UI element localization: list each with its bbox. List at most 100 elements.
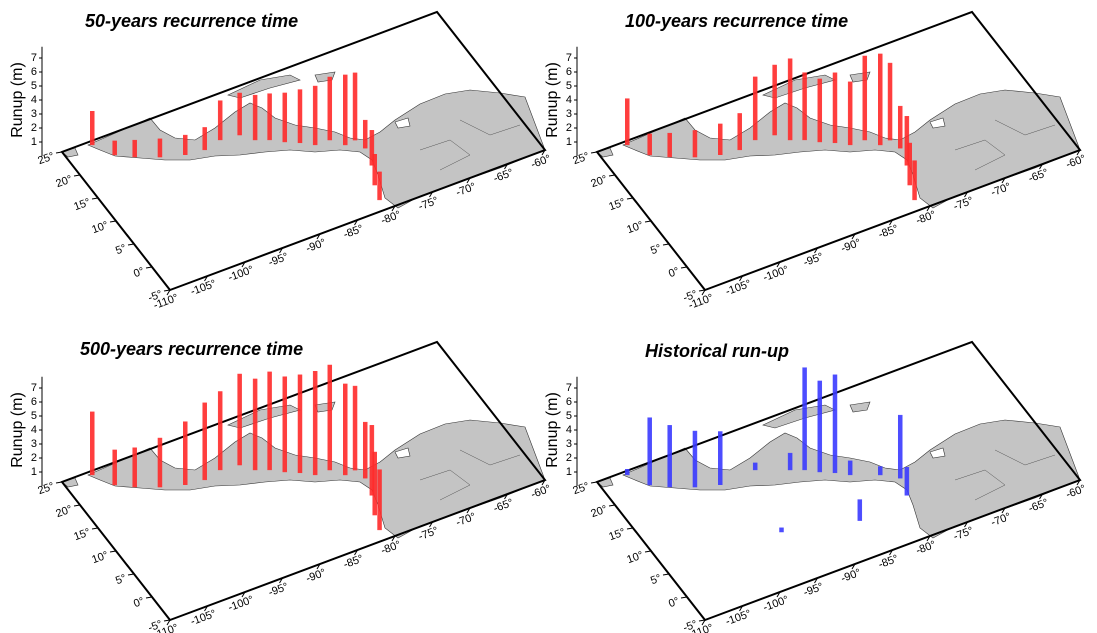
y-tick-label: -5° bbox=[682, 618, 699, 633]
y-tick-label: 25° bbox=[36, 480, 56, 497]
z-axis-label: Runup (m) bbox=[544, 62, 561, 138]
runup-bar bbox=[112, 140, 117, 156]
z-tick-label: 7 bbox=[31, 52, 37, 64]
runup-bar bbox=[752, 76, 758, 141]
runup-bar bbox=[202, 402, 207, 481]
z-tick-label: 1 bbox=[31, 136, 37, 148]
x-tick bbox=[429, 521, 433, 528]
y-tick bbox=[698, 289, 706, 292]
x-tick bbox=[1039, 163, 1043, 170]
x-tick bbox=[1076, 479, 1081, 486]
z-axis-label: Runup (m) bbox=[544, 392, 561, 468]
runup-bar bbox=[343, 383, 348, 476]
runup-bar bbox=[897, 105, 903, 149]
y-tick bbox=[662, 243, 670, 246]
x-tick-label: -110° bbox=[687, 622, 715, 633]
map-panel: -110°-105°-100°-95°-90°-85°-80°-75°-70°-… bbox=[9, 339, 552, 633]
runup-bar bbox=[647, 133, 652, 156]
y-tick bbox=[626, 527, 634, 530]
z-axis-label: Runup (m) bbox=[9, 392, 26, 468]
y-tick-label: 15° bbox=[72, 526, 92, 543]
z-tick-label: 6 bbox=[566, 396, 572, 408]
x-tick bbox=[354, 219, 358, 226]
y-tick bbox=[608, 174, 616, 177]
runup-bar bbox=[327, 76, 333, 141]
x-tick bbox=[1039, 493, 1043, 500]
y-tick-label: 15° bbox=[607, 526, 627, 543]
x-tick bbox=[739, 605, 743, 612]
y-tick bbox=[163, 619, 171, 622]
z-tick-label: 2 bbox=[566, 122, 572, 134]
x-tick bbox=[1076, 149, 1081, 156]
x-tick bbox=[1001, 177, 1006, 184]
runup-bar bbox=[282, 92, 288, 143]
runup-bar bbox=[752, 462, 758, 471]
z-tick-label: 5 bbox=[31, 410, 37, 422]
x-tick bbox=[391, 535, 396, 542]
x-tick bbox=[814, 247, 818, 254]
runup-bar bbox=[904, 467, 910, 496]
y-tick-label: -5° bbox=[147, 618, 164, 633]
y-tick-label: -5° bbox=[682, 288, 699, 304]
runup-bar bbox=[312, 371, 318, 476]
y-tick-label: 0° bbox=[132, 595, 146, 610]
x-tick bbox=[504, 493, 508, 500]
y-tick-label: 10° bbox=[90, 549, 110, 566]
x-tick bbox=[279, 247, 283, 254]
y-tick bbox=[109, 220, 117, 223]
x-tick bbox=[851, 563, 856, 570]
runup-bar bbox=[625, 98, 630, 146]
z-tick-label: 5 bbox=[566, 410, 572, 422]
y-tick bbox=[109, 550, 117, 553]
y-tick-label: 0° bbox=[132, 265, 146, 280]
y-tick bbox=[73, 174, 81, 177]
y-tick bbox=[145, 266, 153, 269]
x-tick bbox=[889, 549, 893, 556]
runup-bar bbox=[217, 391, 223, 471]
runup-bar bbox=[802, 72, 807, 141]
x-tick bbox=[241, 591, 246, 598]
y-tick-label: 5° bbox=[649, 572, 663, 587]
runup-bar bbox=[377, 171, 382, 201]
x-tick bbox=[926, 535, 931, 542]
runup-bar bbox=[832, 374, 838, 474]
y-tick bbox=[680, 266, 688, 269]
runup-bar bbox=[132, 139, 137, 158]
panel-title: Historical run-up bbox=[645, 341, 789, 361]
map-panel: -110°-105°-100°-95°-90°-85°-80°-75°-70°-… bbox=[9, 11, 552, 312]
runup-bar bbox=[362, 421, 368, 479]
z-axis-label: Runup (m) bbox=[9, 62, 26, 138]
runup-bar bbox=[183, 421, 188, 485]
x-tick bbox=[316, 233, 321, 240]
z-tick-label: 6 bbox=[31, 66, 37, 78]
runup-bar bbox=[372, 153, 377, 186]
runup-bar bbox=[297, 89, 303, 144]
x-tick bbox=[166, 619, 171, 626]
y-tick bbox=[127, 573, 135, 576]
runup-bar bbox=[112, 449, 117, 486]
z-tick-label: 2 bbox=[31, 452, 37, 464]
z-tick-label: 6 bbox=[31, 396, 37, 408]
runup-bar bbox=[692, 130, 698, 158]
x-tick bbox=[739, 275, 743, 282]
y-tick-label: 0° bbox=[667, 595, 681, 610]
z-tick-label: 6 bbox=[566, 66, 572, 78]
runup-bar bbox=[132, 447, 137, 488]
runup-bar bbox=[772, 64, 777, 136]
runup-bar bbox=[343, 74, 348, 146]
runup-bar bbox=[887, 62, 893, 141]
x-tick bbox=[166, 289, 171, 296]
x-tick bbox=[204, 605, 208, 612]
y-tick-label: -5° bbox=[147, 288, 164, 304]
x-tick bbox=[241, 261, 246, 268]
y-tick-label: 10° bbox=[625, 219, 645, 236]
x-tick bbox=[316, 563, 321, 570]
x-tick bbox=[391, 205, 396, 212]
runup-bar bbox=[692, 430, 698, 488]
runup-bar bbox=[267, 93, 272, 141]
runup-bar bbox=[252, 94, 258, 141]
runup-bar bbox=[718, 431, 723, 485]
x-tick bbox=[429, 191, 433, 198]
z-tick-label: 3 bbox=[31, 438, 37, 450]
